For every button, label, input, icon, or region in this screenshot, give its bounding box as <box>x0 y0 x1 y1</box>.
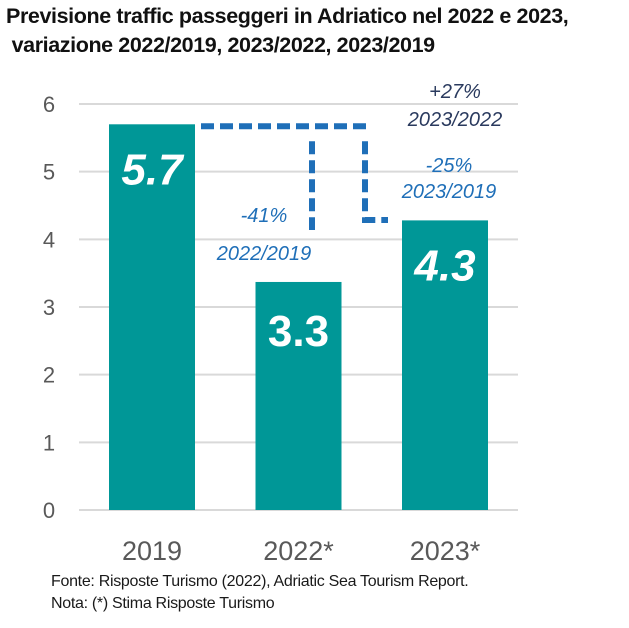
y-tick-label: 2 <box>43 363 55 388</box>
annotation-period: 2023/2019 <box>401 181 497 203</box>
x-tick-label: 2023* <box>410 536 481 566</box>
annotation-period: 2022/2019 <box>216 243 312 265</box>
y-tick-label: 6 <box>43 92 55 117</box>
connector-to-2023 <box>362 141 388 223</box>
change-connectors <box>201 123 388 230</box>
chart-footer: Fonte: Risposte Turismo (2022), Adriatic… <box>51 571 469 615</box>
y-tick-label: 0 <box>43 498 55 523</box>
chart-title-line-2: variazione 2022/2019, 2023/2022, 2023/20… <box>6 33 436 57</box>
annotation-2022-2019: -41% 2022/2019 <box>216 205 312 265</box>
y-axis-ticks: 0 1 2 3 4 5 6 <box>43 92 55 523</box>
bar-2019 <box>109 124 195 511</box>
y-tick-label: 5 <box>43 160 55 185</box>
change-annotations: -41% 2022/2019 +27% 2023/2022 -25% 2023/2019 <box>216 81 503 265</box>
bars <box>109 124 488 511</box>
annotation-2023-2022: +27% 2023/2022 <box>407 81 503 131</box>
bar-value-label: 4.3 <box>413 241 475 290</box>
estimate-note: Nota: (*) Stima Risposte Turismo <box>51 595 275 612</box>
x-tick-label: 2022* <box>263 536 334 566</box>
y-tick-label: 4 <box>43 227 55 252</box>
source-note: Fonte: Risposte Turismo (2022), Adriatic… <box>51 573 469 590</box>
bar-value-labels: 5.7 3.3 4.3 <box>121 145 475 356</box>
annotation-percent: -25% <box>426 155 473 177</box>
x-tick-label: 2019 <box>122 536 182 566</box>
bar-2022 <box>255 281 342 510</box>
annotation-2023-2019: -25% 2023/2019 <box>401 155 497 203</box>
bar-value-label: 5.7 <box>121 145 185 194</box>
chart-title: Previsione traffic passeggeri in Adriati… <box>6 2 626 60</box>
bar-2023 <box>402 220 488 511</box>
annotation-percent: +27% <box>429 81 481 103</box>
y-tick-label: 1 <box>43 430 55 455</box>
chart-title-line-1: Previsione traffic passeggeri in Adriati… <box>6 4 569 28</box>
bar-value-label: 3.3 <box>268 307 329 356</box>
y-tick-label: 3 <box>43 295 55 320</box>
annotation-period: 2023/2022 <box>407 109 503 131</box>
x-axis-ticks: 2019 2022* 2023* <box>122 536 481 566</box>
annotation-percent: -41% <box>241 205 288 227</box>
